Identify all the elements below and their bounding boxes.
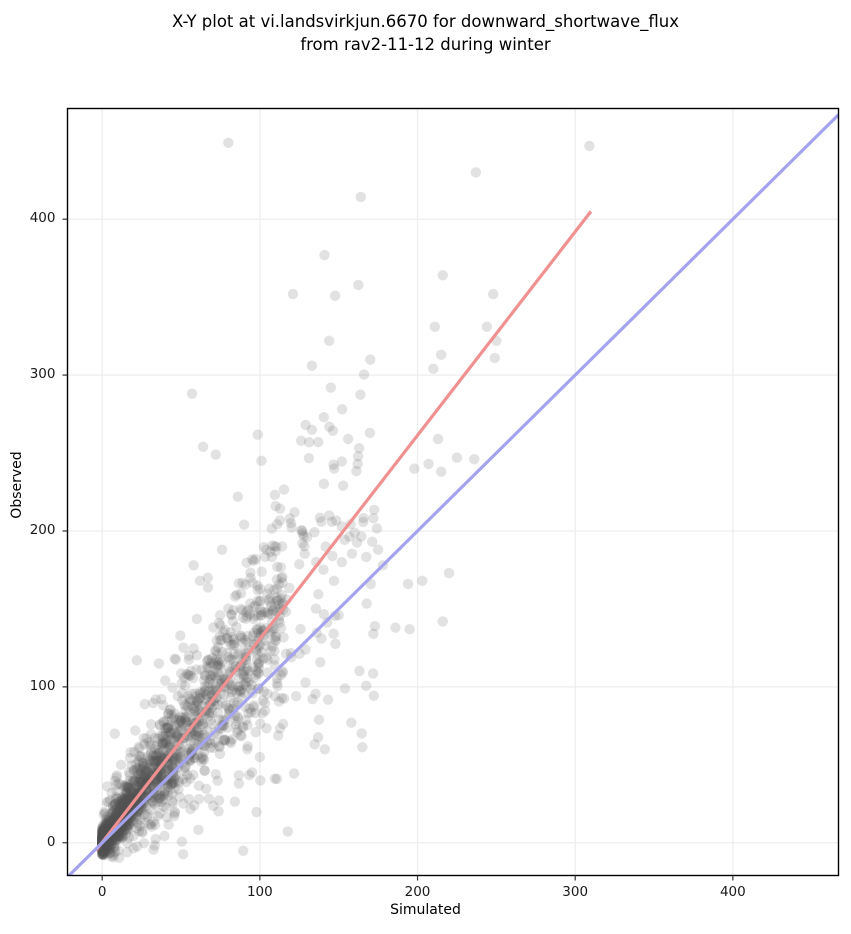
tick-marks: [62, 218, 734, 881]
y-tick-label: 400: [29, 210, 56, 227]
x-tick-label: 300: [562, 883, 589, 900]
page-title: X-Y plot at vi.landsvirkjun.6670 for dow…: [171, 12, 680, 54]
one-to-one-line: [67, 113, 839, 876]
plot-frame: [66, 107, 840, 877]
x-tick-label: 0: [97, 883, 107, 900]
y-tick-label: 200: [29, 521, 56, 538]
x-tick-label: 100: [246, 883, 273, 900]
y-tick-label: 300: [29, 366, 56, 383]
gridlines: [67, 108, 839, 876]
y-tick-label: 100: [29, 677, 56, 694]
x-tick-label: 200: [404, 883, 431, 900]
x-axis-title: Simulated: [390, 902, 461, 918]
plot-background: [67, 108, 839, 876]
regression-line: [94, 210, 593, 852]
data-layer: [67, 113, 839, 876]
x-tick-label: 400: [719, 883, 746, 900]
y-tick-label: 0: [46, 833, 56, 850]
